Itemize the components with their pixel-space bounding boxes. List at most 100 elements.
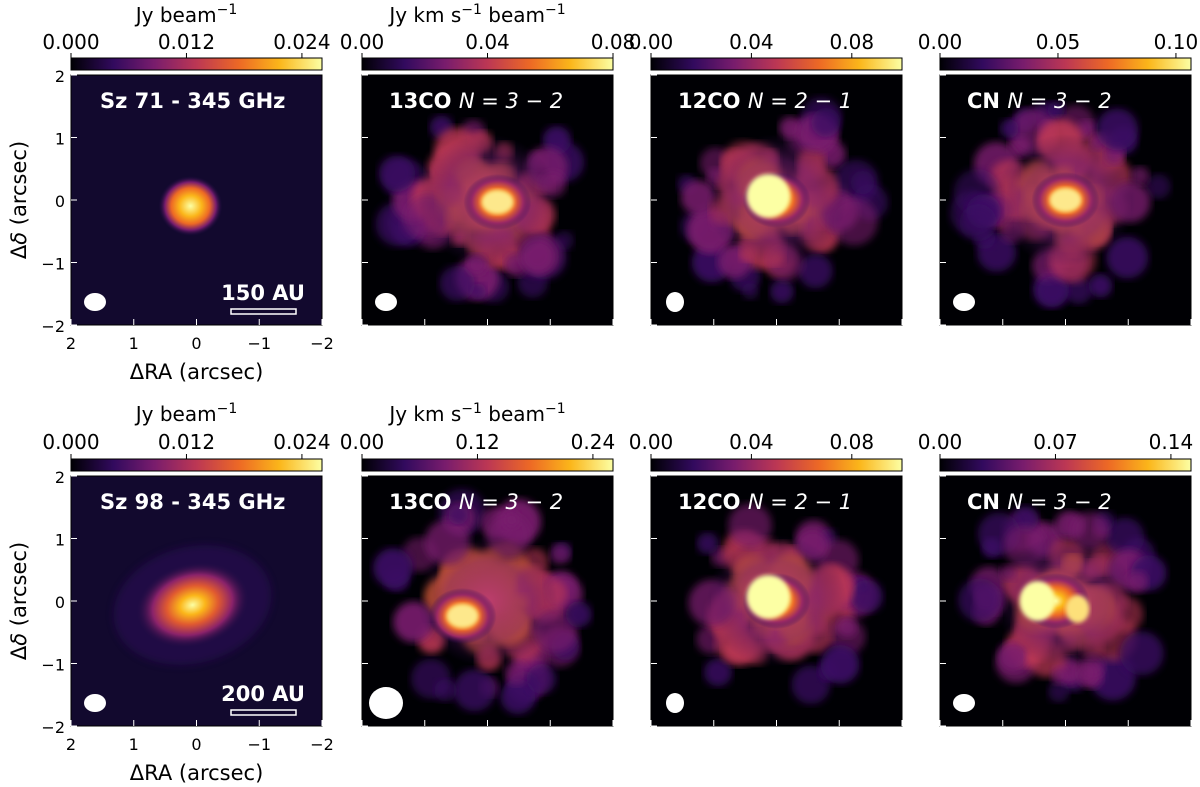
image-map [71, 476, 322, 726]
continuum-emission [158, 176, 223, 236]
emission-clump [959, 204, 997, 242]
colorbar-tick-label: 0.012 [158, 430, 215, 454]
colorbar: 0.00 0.04 0.08 Jy km s−1 beam−1 [340, 2, 635, 71]
emission-clump [1105, 517, 1145, 557]
image-map [362, 75, 613, 325]
emission-core [481, 190, 514, 214]
y-tick-label: 0 [55, 593, 65, 612]
colorbar-tick-label: 0.00 [918, 430, 963, 454]
emission-clump [1074, 661, 1098, 685]
image-map [651, 75, 902, 325]
colorbar-tick-label: 0.04 [465, 30, 510, 54]
y-tick-label: 0 [55, 192, 65, 211]
emission-clump [503, 511, 521, 529]
panel-title: Sz 98 - 345 GHz [100, 490, 285, 514]
colorbar: 0.00 0.04 0.08 [629, 30, 903, 71]
colorbar-tick-label: 0.024 [273, 30, 330, 54]
colorbar-gradient [70, 57, 323, 71]
colorbar-tick-label: 0.00 [340, 430, 385, 454]
colorbar-unit-label: Jy km s−1 beam−1 [387, 2, 565, 27]
colorbar-tick-label: 0.024 [273, 430, 330, 454]
emission-clump [1037, 276, 1068, 307]
emission-clump [373, 548, 413, 588]
emission-clump [1012, 505, 1039, 532]
panel-1-3: 0.00 0.04 0.08 12CO N = 2 − 1 [629, 30, 903, 326]
x-tick-label: 1 [129, 334, 139, 353]
y-tick-label: −2 [41, 317, 65, 336]
emission-clump [439, 265, 475, 302]
emission-clump [378, 155, 416, 192]
colorbar-tick-label: 0.07 [1033, 430, 1078, 454]
x-tick-label: −2 [310, 334, 334, 353]
y-tick-label: −2 [41, 718, 65, 737]
colorbar-tick-label: 0.10 [1154, 30, 1199, 54]
emission-clump [453, 669, 496, 712]
emission-clump [820, 645, 860, 684]
panel-title: Sz 71 - 345 GHz [100, 89, 285, 113]
colorbar-tick-label: 0.012 [158, 30, 215, 54]
colorbar-tick-label: 0.14 [1149, 430, 1194, 454]
scale-bar-label: 200 AU [221, 682, 305, 706]
y-tick-label: 1 [55, 130, 65, 149]
beam-ellipse [375, 293, 397, 311]
colorbar-tick-label: 0.00 [340, 30, 385, 54]
emission-core [746, 575, 791, 619]
beam-ellipse [84, 694, 106, 712]
x-tick-label: −2 [310, 735, 334, 754]
x-tick-label: 2 [66, 735, 76, 754]
axis-ticks [361, 74, 614, 326]
colorbar-gradient [361, 57, 614, 71]
colorbar-gradient [361, 458, 614, 472]
colorbar-tick-label: 0.12 [455, 430, 500, 454]
emission-clump [779, 116, 802, 140]
colorbar-unit-label: Jy km s−1 beam−1 [387, 401, 565, 426]
beam-ellipse [953, 293, 975, 311]
panel-1-2: 0.00 0.04 0.08 Jy km s−1 beam−1 13CO N = 3 −… [340, 2, 635, 326]
emission-core [1049, 188, 1082, 212]
emission-clump [448, 504, 468, 525]
beam-ellipse [84, 293, 106, 311]
emission-clump [1130, 166, 1150, 186]
emission-clump [1146, 174, 1171, 199]
colorbar: 0.00 0.05 0.10 [918, 30, 1199, 71]
emission-clump [1106, 236, 1149, 279]
scale-bar-label: 150 AU [221, 281, 305, 305]
continuum-emission [135, 561, 250, 649]
panel-title: CN N = 3 − 2 [967, 490, 1112, 514]
colorbar-tick-label: 0.05 [1036, 30, 1081, 54]
emission-clump [704, 658, 732, 687]
colorbar-gradient [650, 458, 903, 472]
axis-ticks [361, 475, 614, 727]
colorbar-unit-label: Jy beam−1 [134, 401, 237, 426]
colorbar-tick-label: 0.00 [918, 30, 963, 54]
emission-clump [850, 170, 875, 195]
panel-title: 13CO N = 3 − 2 [389, 490, 563, 514]
panel-2-1: 0.000 0.012 0.024 Jy beam−1 Sz 98 - 345 GHz 2… [7, 401, 334, 785]
colorbar-gradient [939, 57, 1192, 71]
panel-2-3: 0.00 0.04 0.08 12CO N = 2 − 1 [629, 430, 903, 727]
x-tick-label: 1 [129, 735, 139, 754]
emission-clump [1096, 108, 1139, 151]
emission-clump [770, 279, 794, 304]
emission-clump [1048, 681, 1070, 703]
emission-clump [434, 679, 457, 702]
y-tick-label: −1 [41, 255, 65, 274]
x-tick-label: 0 [191, 334, 201, 353]
colorbar: 0.00 0.07 0.14 [918, 430, 1194, 472]
x-tick-label: −1 [247, 334, 271, 353]
image-map [940, 476, 1191, 726]
colorbar-tick-label: 0.08 [830, 430, 875, 454]
emission-clump [1088, 273, 1113, 298]
emission-clump [999, 119, 1019, 139]
colorbar-tick-label: 0.00 [629, 430, 674, 454]
emission-core [746, 174, 791, 218]
x-tick-label: −1 [247, 735, 271, 754]
beam-ellipse [666, 292, 684, 312]
colorbar: 0.000 0.012 0.024 Jy beam−1 [42, 2, 331, 71]
emission-clump [811, 108, 841, 137]
y-axis-label: Δδ (arcsec) [7, 141, 31, 259]
axis-ticks [939, 475, 1192, 727]
axis-ticks [650, 74, 903, 326]
